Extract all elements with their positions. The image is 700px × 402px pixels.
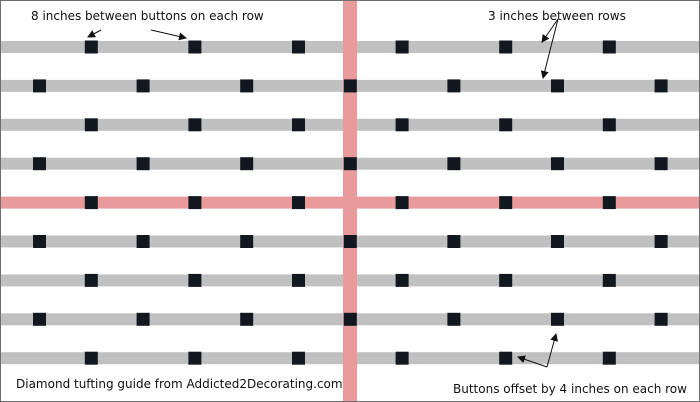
tufting-button	[499, 273, 513, 287]
tufting-button	[654, 235, 668, 248]
tufting-button	[602, 196, 616, 210]
tufting-button	[343, 79, 357, 93]
tufting-button	[136, 235, 150, 248]
tufting-button	[499, 196, 513, 210]
tufting-button	[292, 273, 305, 287]
annotation-arrow	[540, 18, 559, 79]
tufting-button	[654, 157, 668, 171]
tufting-button	[602, 273, 616, 287]
tufting-button	[499, 351, 513, 365]
tufting-button	[447, 235, 461, 248]
tufting-button	[188, 351, 202, 365]
tufting-button	[395, 351, 409, 365]
tufting-button	[551, 235, 564, 248]
tufting-button	[602, 118, 616, 132]
annotation-arrow	[517, 355, 548, 368]
tufting-button	[654, 79, 668, 93]
tufting-button	[240, 157, 254, 171]
tufting-button	[395, 118, 409, 132]
tufting-button	[654, 312, 668, 326]
tufting-button	[343, 157, 357, 171]
annotation-arrow	[87, 29, 102, 38]
annotation-arrows	[87, 18, 559, 368]
tufting-button	[292, 40, 305, 54]
tufting-button	[84, 351, 98, 365]
tufting-button	[292, 196, 305, 210]
tufting-button	[343, 235, 357, 248]
tufting-button	[447, 79, 461, 93]
button-spacing-annotation: 8 inches between buttons on each row	[31, 9, 264, 23]
credit-annotation: Diamond tufting guide from Addicted2Deco…	[16, 377, 343, 391]
tufting-button	[343, 312, 357, 326]
tufting-button	[33, 312, 46, 326]
annotation-arrow	[541, 18, 559, 43]
tufting-button	[84, 118, 98, 132]
tufting-button	[136, 312, 150, 326]
tufting-button	[33, 157, 46, 171]
annotation-arrow	[150, 29, 187, 41]
tufting-button	[136, 79, 150, 93]
tufting-button	[188, 40, 202, 54]
tufting-button	[84, 273, 98, 287]
tufting-button	[240, 312, 254, 326]
tufting-button	[240, 235, 254, 248]
tufting-button	[33, 235, 46, 248]
row-spacing-annotation: 3 inches between rows	[488, 9, 626, 23]
tufting-button	[395, 196, 409, 210]
center-vertical-line	[343, 1, 357, 401]
tufting-button	[188, 118, 202, 132]
tufting-button	[292, 118, 305, 132]
tufting-button	[551, 312, 564, 326]
tufting-button	[602, 40, 616, 54]
buttons	[33, 40, 668, 365]
tufting-button	[84, 40, 98, 54]
annotation-arrow	[546, 333, 559, 368]
tufting-button	[136, 157, 150, 171]
tufting-button	[395, 273, 409, 287]
tufting-button	[188, 273, 202, 287]
tufting-button	[499, 118, 513, 132]
center-vertical-line	[343, 1, 357, 401]
tufting-button	[602, 351, 616, 365]
tufting-button	[499, 40, 513, 54]
tufting-button	[447, 157, 461, 171]
tufting-button	[33, 79, 46, 93]
tufting-button	[551, 79, 564, 93]
tufting-button	[395, 40, 409, 54]
tufting-button	[240, 79, 254, 93]
offset-annotation: Buttons offset by 4 inches on each row	[453, 382, 687, 396]
tufting-button	[292, 351, 305, 365]
tufting-button	[551, 157, 564, 171]
tufting-button	[447, 312, 461, 326]
tufting-button	[84, 196, 98, 210]
tufting-button	[188, 196, 202, 210]
